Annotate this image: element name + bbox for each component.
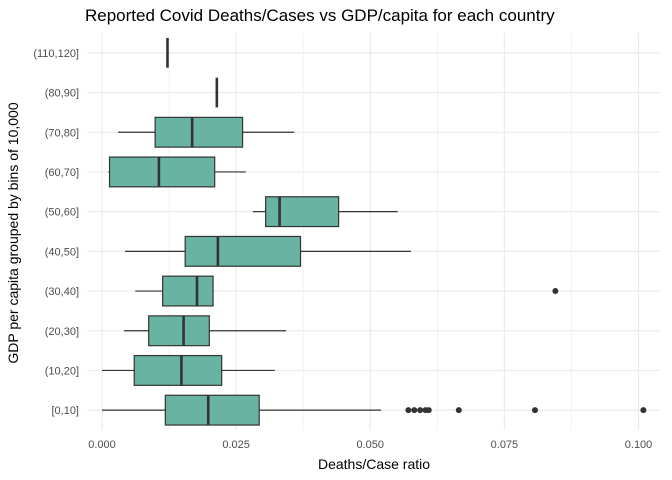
box-iqr <box>162 275 214 307</box>
y-axis-title: GDP per capita grouped by bins of 10,000 <box>5 102 21 363</box>
box-iqr <box>133 354 223 386</box>
y-tick-label: (110,120] <box>33 48 79 60</box>
box-7 <box>118 116 295 148</box>
x-tick-label: 0.000 <box>88 439 116 451</box>
box-iqr <box>148 315 210 347</box>
boxes <box>102 37 647 426</box>
y-tick-label: (60,70] <box>45 167 79 179</box>
outlier-point <box>455 407 462 414</box>
y-tick-label: (10,20] <box>45 365 79 377</box>
box-3 <box>135 275 559 307</box>
y-tick-label: (80,90] <box>45 88 79 100</box>
y-tick-label: (70,80] <box>45 127 79 139</box>
box-iqr <box>108 156 216 188</box>
y-tick-labels: [0,10] (10,20] (20,30] (30,40] (40,50] (50,60… <box>33 48 79 417</box>
box-5 <box>252 196 398 228</box>
y-tick-label: (40,50] <box>45 246 79 258</box>
x-tick-label: 0.025 <box>222 439 250 451</box>
x-tick-label: 0.100 <box>625 439 653 451</box>
y-tick-label: (30,40] <box>45 286 79 298</box>
box-iqr <box>154 116 244 148</box>
outlier-point <box>425 407 432 414</box>
box-2 <box>124 315 287 347</box>
y-tick-label: [0,10] <box>51 405 79 417</box>
box-6 <box>108 156 246 188</box>
outlier-point <box>552 288 559 295</box>
outlier-point <box>531 407 538 414</box>
outlier-point <box>640 407 647 414</box>
y-tick-label: (20,30] <box>45 326 79 338</box>
x-tick-label: 0.050 <box>357 439 385 451</box>
box-4 <box>125 235 412 267</box>
outlier-point <box>405 407 412 414</box>
outlier-point <box>417 407 424 414</box>
x-tick-labels: 0.000 0.025 0.050 0.075 0.100 <box>88 439 652 451</box>
x-axis-title: Deaths/Case ratio <box>318 456 430 472</box>
outlier-point <box>411 407 418 414</box>
x-tick-label: 0.075 <box>491 439 519 451</box>
chart-title: Reported Covid Deaths/Cases vs GDP/capit… <box>85 6 555 25</box>
box-iqr <box>265 196 340 228</box>
box-iqr <box>184 235 302 267</box>
box-iqr <box>164 394 260 426</box>
box-1 <box>102 354 275 386</box>
y-tick-label: (50,60] <box>45 207 79 219</box>
box-0 <box>102 394 647 426</box>
